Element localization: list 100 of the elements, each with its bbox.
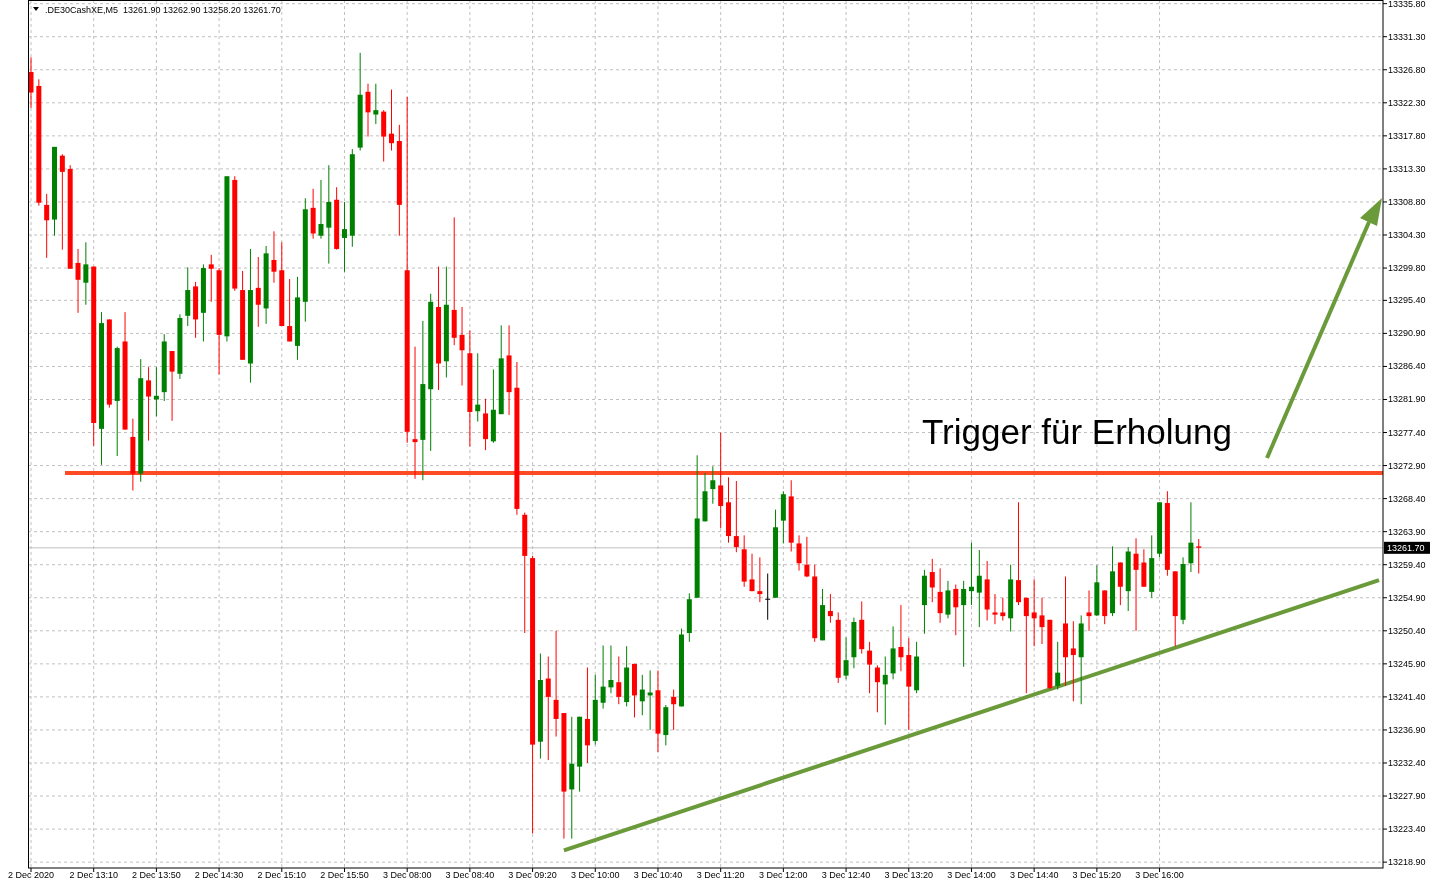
- candlestick: [271, 230, 277, 284]
- x-tick-label: 3 Dec 12:40: [821, 870, 871, 880]
- candlestick: [208, 254, 214, 303]
- candlestick: [318, 179, 324, 240]
- x-tick-label: 3 Dec 08:40: [445, 870, 495, 880]
- candlestick: [976, 549, 982, 628]
- candlestick: [937, 567, 943, 624]
- x-tick-label: 3 Dec 15:20: [1072, 870, 1122, 880]
- y-tick-label: 13322.30: [1388, 97, 1426, 108]
- y-tick-label: 13299.80: [1388, 263, 1426, 274]
- x-tick-label: 2 Dec 13:10: [69, 870, 118, 880]
- x-tick-label: 2 Dec 15:10: [257, 870, 307, 880]
- candlestick: [412, 346, 418, 480]
- y-tick-label: 13304.30: [1388, 229, 1426, 240]
- candlestick: [1086, 589, 1092, 632]
- y-tick-label: 13254.90: [1388, 592, 1426, 603]
- candlestick: [44, 193, 50, 259]
- candlestick: [639, 674, 645, 716]
- y-tick-label: 13308.80: [1388, 196, 1426, 207]
- y-tick-label: 13245.90: [1388, 658, 1426, 669]
- y-tick-label: 13335.80: [1388, 0, 1426, 9]
- candlestick: [608, 644, 614, 694]
- x-tick-label: 3 Dec 14:00: [947, 870, 996, 880]
- candlestick: [874, 664, 880, 713]
- y-tick-label: 13227.90: [1388, 791, 1426, 802]
- candlestick: [341, 201, 347, 273]
- candlestick: [1000, 597, 1006, 622]
- candlestick: [59, 153, 65, 251]
- x-tick-label: 2 Dec 2020: [7, 870, 55, 880]
- candlestick: [83, 241, 89, 306]
- candlestick: [287, 278, 293, 342]
- y-tick-label: 13272.90: [1388, 460, 1426, 471]
- candlestick: [616, 656, 622, 705]
- candlestick: [146, 366, 152, 442]
- y-tick-label: 13281.90: [1388, 394, 1426, 405]
- candlestick: [796, 534, 802, 572]
- ref-line-label: 13261.70: [1387, 543, 1425, 554]
- y-tick-label: 13250.40: [1388, 625, 1426, 636]
- y-tick-label: 13259.40: [1388, 559, 1426, 570]
- candlestick: [169, 350, 175, 422]
- candlestick: [827, 593, 833, 624]
- x-tick-label: 2 Dec 13:50: [132, 870, 181, 880]
- candlestick: [1070, 620, 1076, 702]
- y-tick-label: 13232.40: [1388, 757, 1426, 768]
- candlestick: [843, 636, 849, 680]
- x-tick-label: 3 Dec 12:00: [759, 870, 808, 880]
- candlestick: [929, 558, 935, 603]
- x-tick-label: 3 Dec 08:00: [382, 870, 432, 880]
- candlestick: [718, 432, 724, 529]
- y-tick-label: 13313.30: [1388, 163, 1426, 174]
- x-tick-label: 3 Dec 09:20: [508, 870, 557, 880]
- candlestick: [545, 656, 551, 761]
- candlestick: [764, 573, 771, 621]
- y-tick-label: 13263.90: [1388, 526, 1426, 537]
- candlestick: [28, 56, 34, 109]
- y-tick-label: 13295.40: [1388, 295, 1426, 306]
- y-tick-label: 13317.80: [1388, 130, 1426, 141]
- candlestick: [1055, 641, 1061, 691]
- candlestick: [389, 89, 395, 152]
- candlestick: [992, 593, 998, 625]
- candlestick: [671, 689, 677, 731]
- x-tick-label: 2 Dec 15:50: [320, 870, 369, 880]
- candlestick: [459, 306, 465, 387]
- candlestick: [882, 656, 888, 726]
- y-tick-label: 13277.40: [1388, 427, 1426, 438]
- candlestick: [475, 352, 481, 423]
- y-tick-label: 13326.80: [1388, 64, 1426, 75]
- candlestick: [1039, 597, 1045, 645]
- y-tick-label: 13290.90: [1388, 328, 1426, 339]
- candlestick: [1023, 597, 1029, 694]
- y-tick-label: 13218.90: [1388, 857, 1426, 868]
- candlestick: [365, 83, 371, 138]
- y-tick-label: 13286.40: [1388, 361, 1426, 372]
- candlestick: [953, 584, 959, 636]
- candlestick: [733, 480, 739, 553]
- y-tick-label: 13241.40: [1388, 691, 1426, 702]
- candlestick: [647, 669, 653, 731]
- annotation: Trigger für Erholung: [922, 412, 1232, 451]
- x-tick-label: 3 Dec 10:00: [571, 870, 620, 880]
- candlestick: [373, 83, 379, 125]
- x-tick-label: 3 Dec 10:40: [633, 870, 683, 880]
- x-tick-label: 3 Dec 16:00: [1135, 870, 1184, 880]
- x-tick-label: 2 Dec 14:30: [194, 870, 244, 880]
- candlestick: [1133, 537, 1139, 632]
- y-tick-label: 13331.30: [1388, 31, 1426, 42]
- candlestick: [749, 553, 755, 592]
- text: .DE30CashXE,M5 13261.90 13262.90 13258.20 13261.70: [45, 5, 281, 15]
- candlestick: [961, 580, 967, 668]
- candlestick: [804, 536, 810, 578]
- y-tick-label: 13268.40: [1388, 493, 1426, 504]
- candlestick: [1031, 578, 1037, 647]
- candlestick: [1188, 501, 1194, 573]
- candlestick: [255, 256, 261, 328]
- x-tick-label: 3 Dec 11:20: [696, 870, 745, 880]
- candlestick: [867, 641, 873, 694]
- y-tick-label: 13236.90: [1388, 724, 1426, 735]
- candlestick: [757, 556, 763, 603]
- candlestick: [600, 644, 606, 710]
- candlestick: [1196, 538, 1202, 575]
- x-tick-label: 3 Dec 14:40: [1009, 870, 1059, 880]
